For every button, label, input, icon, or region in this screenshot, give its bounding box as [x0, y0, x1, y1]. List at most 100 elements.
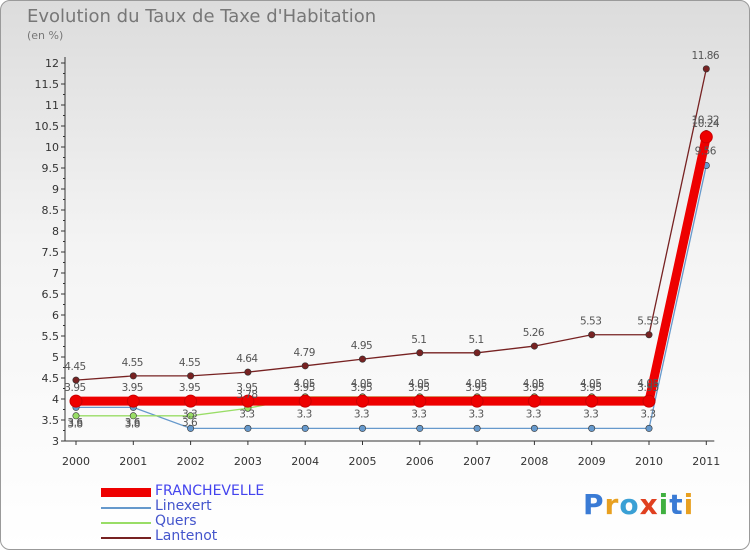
data-label: 4.55	[122, 357, 143, 369]
data-point	[69, 394, 83, 408]
data-label: 3.95	[294, 382, 315, 394]
data-label: 4.05	[351, 378, 372, 390]
data-label: 5.1	[468, 334, 483, 346]
logo-letter: x	[639, 488, 659, 521]
data-point	[473, 424, 481, 432]
logo-letter: i	[658, 488, 670, 521]
data-label: 4.05	[408, 378, 429, 390]
data-point	[645, 424, 653, 432]
data-label: 3.78	[236, 389, 257, 401]
data-label: 3.3	[239, 408, 254, 420]
x-tick-label: 2011	[692, 455, 720, 468]
y-tick-label: 9.5	[42, 162, 60, 175]
x-tick-label: 2000	[62, 455, 90, 468]
proxiti-logo: Proxiti	[583, 488, 694, 521]
legend-swatch	[101, 507, 151, 509]
y-tick-label: 9	[52, 183, 59, 196]
data-label: 5.53	[580, 316, 601, 328]
chart-unit-label: (en %)	[27, 29, 64, 42]
data-label: 3.95	[351, 382, 372, 394]
legend-swatch	[101, 522, 151, 524]
legend-swatch	[101, 537, 151, 539]
y-tick-label: 4	[52, 393, 59, 406]
legend-label: Linexert	[155, 498, 212, 514]
logo-letter: P	[583, 488, 605, 521]
y-tick-label: 10	[45, 141, 59, 154]
legend-label: Quers	[155, 513, 197, 529]
data-label: 4.79	[294, 347, 315, 359]
data-label: 3.3	[640, 408, 655, 420]
data-label: 11.86	[692, 50, 720, 62]
legend-label: Lantenot	[155, 528, 218, 544]
x-tick-label: 2006	[406, 455, 434, 468]
data-label: 3.95	[122, 382, 143, 394]
x-tick-label: 2008	[520, 455, 548, 468]
data-label: 3.95	[64, 382, 85, 394]
y-tick-label: 3	[52, 435, 59, 448]
data-label: 4.05	[465, 378, 486, 390]
x-tick-label: 2003	[234, 455, 262, 468]
data-label: 9.56	[695, 145, 717, 157]
x-tick-label: 2010	[635, 455, 663, 468]
data-point	[129, 372, 137, 380]
data-label: 3.95	[523, 382, 544, 394]
data-point	[470, 394, 484, 408]
data-point	[358, 424, 366, 432]
data-label: 4.64	[236, 353, 258, 365]
y-tick-label: 7	[52, 267, 59, 280]
data-point	[473, 349, 481, 357]
y-tick-label: 11	[45, 99, 59, 112]
data-label: 3.3	[583, 408, 598, 420]
data-label: 5.53	[637, 316, 658, 328]
data-label: 3.6	[67, 417, 83, 429]
data-label: 10.32	[692, 115, 720, 127]
data-point	[413, 394, 427, 408]
y-tick-label: 8	[52, 225, 59, 238]
data-point	[527, 394, 541, 408]
data-point	[187, 424, 195, 432]
data-label: 3.8	[67, 418, 82, 430]
data-point	[416, 424, 424, 432]
data-point	[530, 424, 538, 432]
data-label: 3.3	[182, 408, 197, 420]
x-tick-label: 2002	[177, 455, 205, 468]
data-label: 4.05	[637, 378, 658, 390]
data-label: 3.3	[411, 408, 426, 420]
data-label: 3.3	[526, 408, 541, 420]
series-line-franchevelle	[76, 135, 711, 406]
data-label: 5.1	[411, 334, 426, 346]
y-tick-label: 8.5	[42, 204, 60, 217]
data-point	[588, 331, 596, 339]
y-tick-label: 7.5	[42, 246, 60, 259]
data-label: 4.55	[179, 357, 200, 369]
data-label: 3.95	[179, 382, 200, 394]
data-label: 4.05	[523, 378, 544, 390]
data-point	[184, 394, 198, 408]
x-tick-label: 2005	[349, 455, 377, 468]
data-point	[301, 424, 309, 432]
data-point	[642, 394, 656, 408]
legend-label: FRANCHEVELLE	[155, 483, 265, 499]
logo-letter: o	[619, 488, 640, 521]
data-label: 5.26	[523, 327, 545, 339]
data-label: 3.95	[580, 382, 601, 394]
data-label: 3.6	[125, 417, 141, 429]
data-point	[298, 394, 312, 408]
series-line-linexert	[76, 165, 707, 430]
y-tick-label: 11.5	[35, 78, 60, 91]
data-point	[72, 376, 80, 384]
y-tick-label: 10.5	[35, 120, 60, 133]
data-point	[588, 424, 596, 432]
data-point	[358, 355, 366, 363]
legend-swatch	[101, 488, 151, 497]
data-point	[530, 342, 538, 350]
data-label: 3.95	[637, 382, 658, 394]
logo-letter: r	[604, 488, 620, 521]
series-line-lantenot	[75, 68, 707, 381]
data-label: 3.6	[182, 417, 198, 429]
x-tick-label: 2001	[119, 455, 147, 468]
x-tick-label: 2009	[578, 455, 606, 468]
data-point	[187, 412, 195, 420]
data-point	[72, 412, 80, 420]
